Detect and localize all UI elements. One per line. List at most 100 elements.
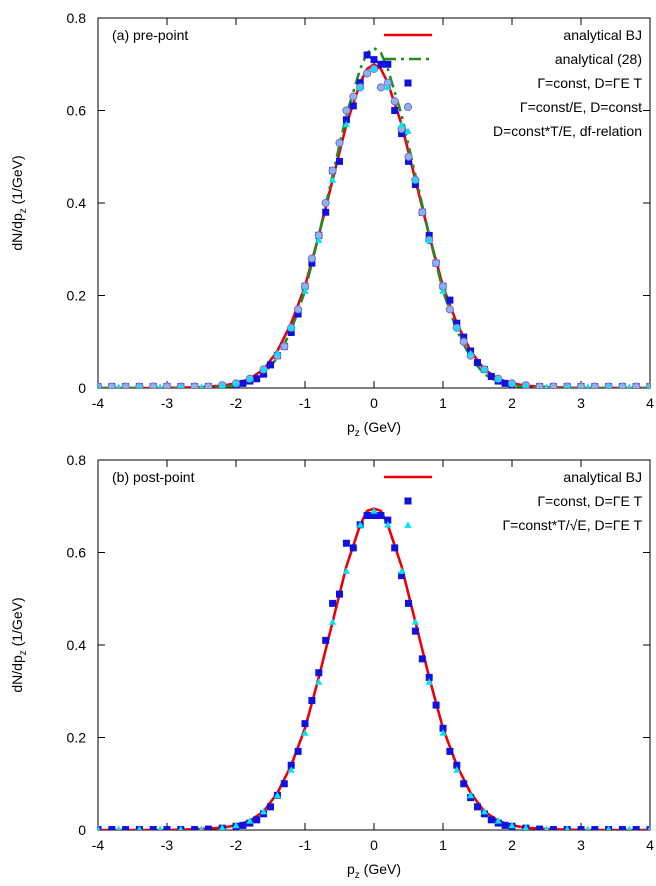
data-point-s1 — [439, 724, 447, 732]
data-point-s4 — [273, 349, 281, 357]
data-point-s2 — [232, 821, 240, 829]
data-point-s2 — [198, 825, 205, 830]
data-point-s3 — [204, 382, 213, 388]
data-point-s1 — [398, 572, 406, 580]
data-point-s2 — [425, 231, 433, 239]
data-point-s4 — [136, 383, 142, 388]
data-point-s4 — [218, 382, 226, 388]
data-point-s1 — [204, 825, 212, 830]
data-point-s2 — [606, 825, 612, 830]
data-point-s1 — [122, 826, 130, 830]
data-point-s1 — [487, 816, 495, 824]
data-point-s2 — [398, 567, 406, 574]
data-point-s3 — [535, 382, 544, 388]
y-axis-label: dN/dpz (1/GeV) — [9, 597, 29, 692]
data-point-s2 — [356, 79, 364, 87]
data-point-s2 — [308, 259, 316, 267]
x-tick-label: 3 — [577, 395, 585, 411]
data-point-s4 — [157, 383, 163, 388]
data-point-s2 — [391, 107, 399, 114]
data-layer — [98, 507, 650, 830]
data-point-s2 — [647, 825, 650, 830]
data-point-s2 — [453, 319, 461, 327]
data-point-s3 — [342, 106, 351, 115]
data-point-s3 — [149, 382, 158, 388]
data-point-s1 — [418, 655, 426, 663]
data-point-s1 — [377, 512, 385, 519]
x-tick-label: -4 — [92, 395, 105, 411]
data-point-s3 — [190, 382, 199, 388]
data-point-s4 — [370, 65, 378, 72]
data-point-s1 — [336, 590, 343, 598]
data-point-s4 — [246, 375, 254, 382]
data-point-s1 — [370, 512, 378, 519]
data-point-s3 — [549, 382, 558, 388]
data-point-s2 — [336, 157, 343, 165]
data-point-s3 — [335, 138, 344, 147]
data-point-s4 — [606, 383, 612, 388]
data-point-s2 — [377, 60, 385, 68]
data-point-s4 — [98, 383, 101, 388]
x-tick-label: -2 — [230, 395, 243, 411]
data-point-s1 — [501, 821, 509, 829]
data-point-s3 — [404, 152, 413, 161]
y-axis-label: dN/dpz (1/GeV) — [9, 155, 29, 250]
data-point-s1 — [322, 636, 330, 644]
y-tick-label: 0 — [78, 822, 86, 838]
data-point-s2 — [585, 825, 591, 830]
data-point-s1 — [446, 747, 454, 755]
data-point-s1 — [391, 544, 399, 552]
data-point-s2 — [239, 379, 247, 387]
data-point-s4 — [398, 120, 406, 128]
data-point-s1 — [618, 826, 626, 830]
data-point-s2 — [398, 130, 406, 138]
x-tick-label: -1 — [299, 837, 312, 853]
x-tick-label: -3 — [161, 837, 174, 853]
data-point-s2 — [342, 567, 350, 574]
data-point-s1 — [253, 816, 261, 824]
y-tick-label: 0.8 — [67, 452, 87, 468]
x-tick-label: 3 — [577, 837, 585, 853]
data-point-s1 — [536, 825, 544, 830]
data-point-s3 — [618, 382, 627, 388]
data-point-s2 — [342, 116, 350, 124]
data-point-s2 — [287, 329, 295, 336]
data-point-s1 — [108, 826, 116, 830]
y-tick-label: 0.8 — [67, 10, 87, 26]
x-tick-label: -2 — [230, 837, 243, 853]
data-point-s2 — [467, 791, 475, 799]
data-point-s3 — [632, 382, 641, 388]
data-point-s3 — [363, 69, 372, 78]
data-point-s2 — [543, 825, 550, 830]
data-point-s1 — [294, 747, 302, 755]
data-point-s1 — [646, 826, 650, 830]
data-point-s4 — [116, 383, 122, 388]
data-point-s4 — [411, 176, 419, 183]
x-tick-label: -1 — [299, 395, 312, 411]
data-point-s3 — [590, 382, 599, 388]
data-point-s2 — [363, 51, 371, 59]
data-point-s2 — [322, 208, 330, 216]
y-tick-label: 0.4 — [67, 195, 87, 211]
data-point-s1 — [329, 599, 337, 607]
data-point-s2 — [405, 157, 412, 165]
data-point-s1 — [384, 516, 392, 524]
legend-label: D=const*T/E, df-relation — [493, 123, 642, 139]
x-tick-label: -4 — [92, 837, 105, 853]
data-point-s2 — [370, 507, 378, 514]
data-point-s1 — [432, 701, 440, 709]
data-point-s4 — [287, 324, 295, 331]
data-point-s4 — [439, 287, 447, 294]
legend-label: Γ=const, D=ΓE T — [537, 75, 642, 91]
data-point-s2 — [411, 181, 419, 188]
y-tick-label: 0.2 — [67, 288, 87, 304]
data-point-s4 — [626, 383, 632, 388]
data-point-s4 — [647, 383, 650, 388]
legend-symbol — [404, 127, 412, 134]
data-point-s3 — [390, 97, 399, 106]
data-point-s4 — [232, 379, 240, 387]
data-point-s2 — [370, 56, 378, 64]
data-point-s3 — [459, 337, 468, 346]
data-point-s2 — [301, 729, 309, 736]
legend-symbol — [404, 521, 412, 528]
